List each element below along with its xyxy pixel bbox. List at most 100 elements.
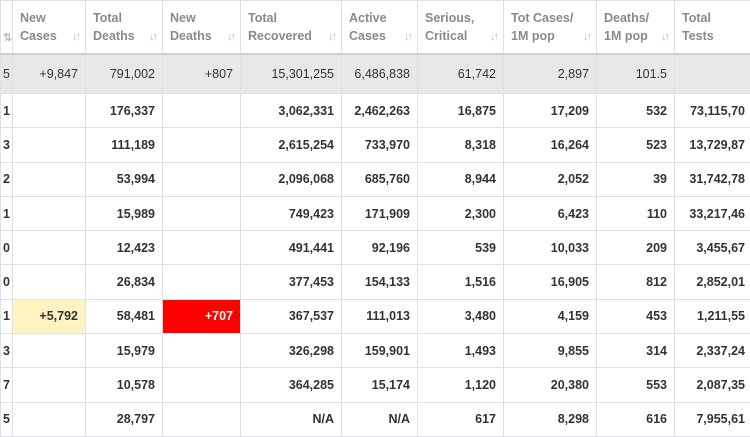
header-country[interactable]: ⇅ xyxy=(1,1,13,55)
total-recovered-cell: 3,062,331 xyxy=(241,94,342,128)
total-tests-cell: 73,115,70 xyxy=(675,94,750,128)
total-cell: 61,742 xyxy=(418,54,504,94)
tot-cases-per-1m-cell: 20,380 xyxy=(504,368,597,402)
total-deaths-cell: 53,994 xyxy=(86,162,163,196)
serious-critical-cell: 617 xyxy=(418,402,504,436)
total-tests-cell: 31,742,78 xyxy=(675,162,750,196)
total-cell: 791,002 xyxy=(86,54,163,94)
total-tests-cell: 1,211,55 xyxy=(675,299,750,333)
new-cases-cell xyxy=(13,94,86,128)
total-deaths-cell: 15,989 xyxy=(86,196,163,230)
deaths-per-1m-cell: 209 xyxy=(597,231,675,265)
country-rank-cell: 1 xyxy=(1,299,13,333)
deaths-per-1m-cell: 553 xyxy=(597,368,675,402)
sort-arrows-icon[interactable]: ↓↑ xyxy=(149,28,156,46)
total-recovered-cell: N/A xyxy=(241,402,342,436)
new-cases-cell xyxy=(13,196,86,230)
header-serious-critical[interactable]: Serious,Critical↓↑ xyxy=(418,1,504,55)
total-recovered-cell: 364,285 xyxy=(241,368,342,402)
active-cases-cell: 15,174 xyxy=(342,368,418,402)
country-rank-cell: 0 xyxy=(1,265,13,299)
total-recovered-cell: 2,615,254 xyxy=(241,128,342,162)
active-cases-cell: N/A xyxy=(342,402,418,436)
sort-arrows-icon[interactable]: ↓↑ xyxy=(490,28,497,46)
new-cases-cell xyxy=(13,128,86,162)
sort-arrows-icon[interactable]: ↓↑ xyxy=(583,28,590,46)
deaths-per-1m-cell: 616 xyxy=(597,402,675,436)
header-deaths-per-1m[interactable]: Deaths/1M pop↓↑ xyxy=(597,1,675,55)
new-deaths-cell xyxy=(163,94,241,128)
country-rank-cell: 3 xyxy=(1,334,13,368)
deaths-per-1m-cell: 812 xyxy=(597,265,675,299)
sort-arrows-icon[interactable]: ↓↑ xyxy=(404,28,411,46)
serious-critical-cell: 2,300 xyxy=(418,196,504,230)
total-recovered-cell: 2,096,068 xyxy=(241,162,342,196)
sort-arrows-icon[interactable]: ↓↑ xyxy=(661,28,668,46)
total-cell: 6,486,838 xyxy=(342,54,418,94)
new-deaths-cell xyxy=(163,368,241,402)
total-recovered-cell: 326,298 xyxy=(241,334,342,368)
total-cell xyxy=(675,54,750,94)
sort-arrows-icon[interactable]: ↓↑ xyxy=(328,28,335,46)
header-tot-cases-per-1m[interactable]: Tot Cases/1M pop↓↑ xyxy=(504,1,597,55)
total-row: 5 +9,847 791,002 +807 15,301,255 6,486,8… xyxy=(1,54,750,94)
new-deaths-cell xyxy=(163,265,241,299)
new-cases-cell xyxy=(13,334,86,368)
serious-critical-cell: 1,120 xyxy=(418,368,504,402)
total-deaths-cell: 26,834 xyxy=(86,265,163,299)
new-cases-cell xyxy=(13,402,86,436)
new-deaths-cell xyxy=(163,231,241,265)
sort-arrows-icon[interactable]: ↓↑ xyxy=(227,28,234,46)
serious-critical-cell: 8,318 xyxy=(418,128,504,162)
tot-cases-per-1m-cell: 10,033 xyxy=(504,231,597,265)
tot-cases-per-1m-cell: 4,159 xyxy=(504,299,597,333)
active-cases-cell: 171,909 xyxy=(342,196,418,230)
new-cases-cell xyxy=(13,368,86,402)
total-tests-cell: 7,955,61 xyxy=(675,402,750,436)
serious-critical-cell: 1,516 xyxy=(418,265,504,299)
new-cases-cell: +5,792 xyxy=(13,299,86,333)
deaths-per-1m-cell: 523 xyxy=(597,128,675,162)
active-cases-cell: 159,901 xyxy=(342,334,418,368)
country-rank-cell: 1 xyxy=(1,196,13,230)
total-deaths-cell: 15,979 xyxy=(86,334,163,368)
new-deaths-cell xyxy=(163,334,241,368)
total-recovered-cell: 749,423 xyxy=(241,196,342,230)
active-cases-cell: 685,760 xyxy=(342,162,418,196)
total-deaths-cell: 12,423 xyxy=(86,231,163,265)
serious-critical-cell: 16,875 xyxy=(418,94,504,128)
total-deaths-cell: 28,797 xyxy=(86,402,163,436)
country-rank-cell: 3 xyxy=(1,128,13,162)
serious-critical-cell: 539 xyxy=(418,231,504,265)
sort-arrows-icon[interactable]: ⇅ xyxy=(3,29,10,47)
total-cell: +9,847 xyxy=(13,54,86,94)
total-cell: 15,301,255 xyxy=(241,54,342,94)
tot-cases-per-1m-cell: 9,855 xyxy=(504,334,597,368)
active-cases-cell: 154,133 xyxy=(342,265,418,299)
total-cell: 101.5 xyxy=(597,54,675,94)
active-cases-cell: 2,462,263 xyxy=(342,94,418,128)
sort-arrows-icon[interactable]: ↓↑ xyxy=(72,28,79,46)
new-deaths-cell: +707 xyxy=(163,299,241,333)
country-rank-cell: 2 xyxy=(1,162,13,196)
new-cases-cell xyxy=(13,231,86,265)
active-cases-cell: 92,196 xyxy=(342,231,418,265)
total-recovered-cell: 491,441 xyxy=(241,231,342,265)
deaths-per-1m-cell: 532 xyxy=(597,94,675,128)
total-deaths-cell: 58,481 xyxy=(86,299,163,333)
